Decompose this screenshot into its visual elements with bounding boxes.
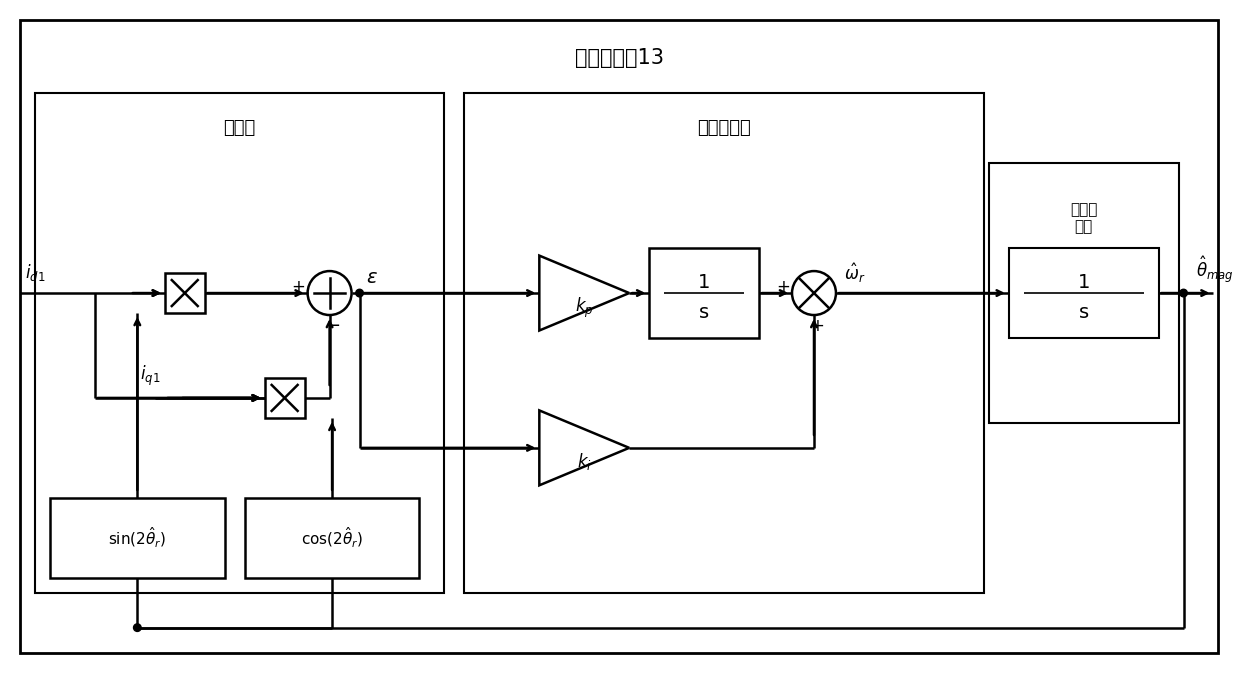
Text: +: + — [810, 317, 823, 335]
Text: $k_i$: $k_i$ — [577, 451, 591, 472]
Bar — [35, 94, 444, 593]
Text: 鉴相器: 鉴相器 — [223, 119, 255, 137]
Text: $\hat{\theta}_{mag}$: $\hat{\theta}_{mag}$ — [1195, 254, 1234, 285]
Text: $i_{q1}$: $i_{q1}$ — [140, 363, 160, 388]
Bar — [165, 273, 205, 313]
Text: 环路滤波器: 环路滤波器 — [697, 119, 751, 137]
Text: s: s — [699, 304, 709, 322]
Text: $\sin(2\hat{\theta}_r)$: $\sin(2\hat{\theta}_r)$ — [108, 526, 166, 550]
Circle shape — [308, 271, 352, 315]
Bar — [1009, 248, 1158, 338]
Bar — [244, 498, 419, 577]
Bar — [650, 248, 759, 338]
Text: $\varepsilon$: $\varepsilon$ — [366, 268, 377, 287]
Bar — [988, 164, 1178, 423]
Text: $\hat{\omega}_r$: $\hat{\omega}_r$ — [844, 262, 866, 285]
Text: +: + — [291, 278, 305, 296]
Text: −: − — [325, 317, 340, 335]
Polygon shape — [539, 411, 629, 485]
Bar — [465, 94, 983, 593]
Text: 1: 1 — [1078, 273, 1090, 292]
Polygon shape — [539, 256, 629, 330]
Text: s: s — [1079, 304, 1089, 322]
Text: $\cos(2\hat{\theta}_r)$: $\cos(2\hat{\theta}_r)$ — [301, 526, 363, 550]
Text: 锁相环模块13: 锁相环模块13 — [574, 48, 663, 69]
Text: +: + — [776, 278, 790, 296]
Circle shape — [792, 271, 836, 315]
Circle shape — [356, 289, 363, 297]
Text: 压控振
荡器: 压控振 荡器 — [1070, 202, 1097, 234]
Bar — [264, 378, 305, 418]
Circle shape — [1179, 289, 1188, 297]
Text: $i_{d1}$: $i_{d1}$ — [25, 262, 46, 283]
Bar — [50, 498, 224, 577]
Circle shape — [134, 624, 141, 631]
Text: $k_p$: $k_p$ — [575, 296, 594, 320]
Text: 1: 1 — [698, 273, 711, 292]
